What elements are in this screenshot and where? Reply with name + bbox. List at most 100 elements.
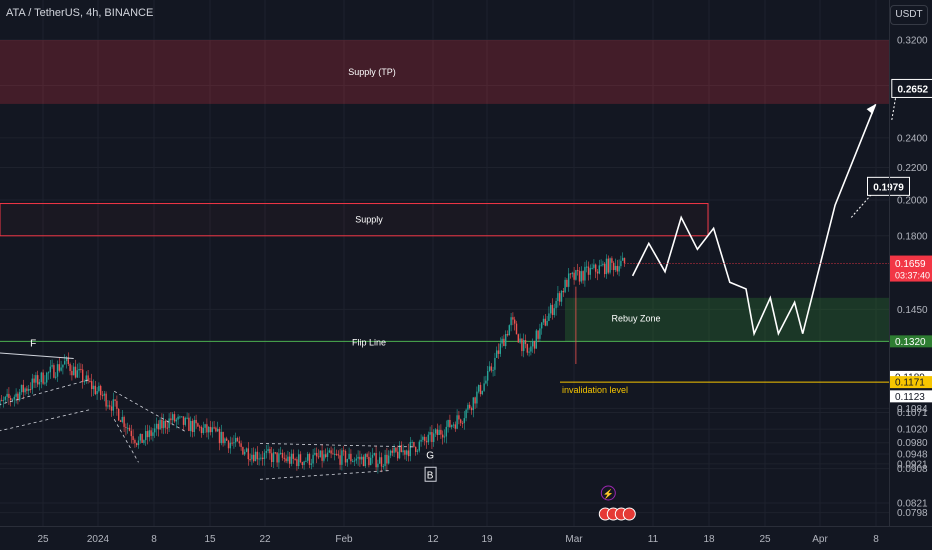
candle-body [323,454,325,461]
price-tick-label: 0.0980 [897,438,928,449]
candle-body [487,371,489,381]
projection-arrowhead [866,104,876,115]
supply-zone [0,203,709,237]
candle-body [505,334,507,347]
candle-body [229,442,231,449]
candle-body [17,393,19,401]
candle-body [19,392,21,401]
candle-body [479,384,482,395]
candle-body [73,366,75,376]
time-tick-label: 2024 [87,534,110,545]
candle-body [609,258,611,273]
candle-body [587,266,590,275]
candle-body [375,453,377,468]
candle-body [173,414,176,422]
economic-event-icon [622,507,636,521]
candle-body [411,441,413,443]
candle-body [611,258,613,263]
candle-body [618,266,620,272]
candle-body [348,453,350,459]
candle-body [431,432,433,442]
candle-body [559,293,561,302]
symbol-title[interactable]: ATA / TetherUS, 4h, BINANCE [6,7,154,19]
supply-tp-label: Supply (TP) [348,67,396,77]
candle-body [607,258,609,273]
candle-body [58,364,60,371]
candle-body [568,273,570,287]
candle-body [233,442,235,444]
candle-body [537,330,539,339]
candle-body [308,453,311,465]
candle-body [119,420,122,422]
candle-body [492,369,494,371]
price-tick-label: 0.1084 [897,404,928,415]
candle-body [51,365,53,367]
price-tag-label: 0.1320 [895,337,926,348]
candle-body [539,328,541,339]
candle-body [143,440,145,443]
candle-body [616,265,618,272]
candle-body [380,457,383,467]
candle-body [46,372,48,383]
candle-body [69,364,71,371]
candle-body [49,366,51,373]
candle-body [249,459,251,461]
candle-body [415,446,417,452]
candle-body [181,416,183,418]
price-tag-label: 0.1659 [895,259,926,270]
candle-body [341,450,343,465]
price-tag-flip [890,335,932,348]
candle-body [150,430,152,436]
projection-path [631,103,877,337]
candle-body [373,453,375,455]
candle-body [22,384,24,393]
candle-body [447,420,449,427]
candle-body [197,423,199,427]
candle-body [177,416,179,420]
candle-body [598,265,600,274]
candle-body [469,404,471,409]
candle-body [389,450,392,456]
candle-body [200,426,203,434]
target-0-2652: 0.2652 [898,84,929,95]
candle-body [78,368,80,371]
label-b: B [427,470,434,481]
candle-body [105,393,107,407]
candle-body [139,433,141,441]
candle-body [35,375,37,383]
candle-body [213,427,215,429]
candle-body [76,370,78,378]
candle-body [40,372,42,383]
candle-body [573,272,575,280]
time-tick-label: Feb [335,534,353,545]
candle-body [154,428,156,433]
time-tick-label: 15 [204,534,216,545]
candle-body [541,322,543,329]
candle-body [506,334,509,336]
candle-body [218,428,221,444]
candle-body [526,344,528,353]
candle-body [299,454,302,463]
candle-body [533,341,536,349]
candle-body [244,451,246,455]
candle-body [53,365,55,378]
candle-body [521,338,523,352]
candle-body [418,441,420,451]
candle-body [512,317,514,320]
candle-body [328,450,330,453]
candle-body [96,391,98,395]
candle-body [242,447,244,455]
candle-body [429,432,431,435]
pattern-line [0,409,90,432]
candle-body [548,313,550,321]
candle-body [274,452,276,454]
candle-body [582,271,584,281]
candle-body [449,420,451,428]
pattern-line [259,470,390,480]
candle-body [145,431,147,441]
candle-body [112,399,114,411]
countdown-label: 03:37:40 [895,271,930,281]
candle-body [433,433,435,442]
currency-button[interactable]: USDT [890,5,928,25]
